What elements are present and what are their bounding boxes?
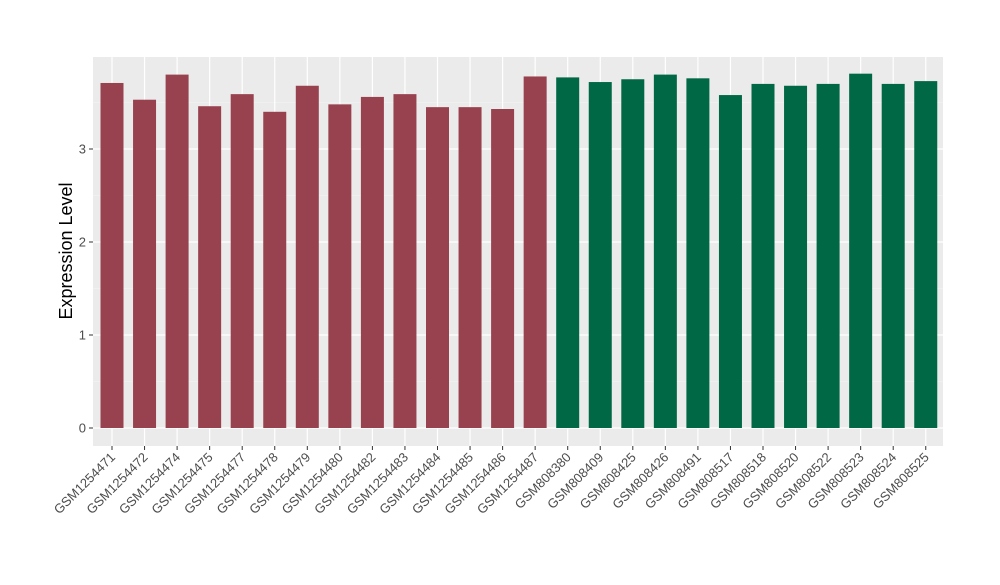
bar-GSM808426	[653, 74, 677, 428]
bar-GSM1254483	[393, 94, 417, 428]
bar-GSM808518	[751, 83, 775, 429]
y-tick-label: 1	[79, 328, 86, 343]
bar-GSM1254477	[230, 94, 254, 428]
bar-GSM1254482	[360, 96, 384, 429]
bar-GSM808409	[588, 82, 612, 428]
bar-GSM808524	[881, 83, 905, 429]
y-tick-label: 2	[79, 235, 86, 250]
bar-GSM1254484	[426, 107, 449, 429]
bar-GSM808523	[849, 73, 873, 429]
bar-GSM1254480	[328, 104, 352, 429]
bar-GSM1254472	[133, 99, 157, 429]
bar-GSM808525	[914, 81, 938, 429]
y-tick-label: 0	[79, 421, 86, 436]
bar-GSM808491	[686, 78, 710, 428]
y-tick-label: 3	[79, 142, 86, 157]
bar-GSM1254478	[263, 111, 287, 429]
bar-GSM1254479	[295, 85, 319, 428]
bar-GSM808520	[784, 85, 808, 428]
bar-GSM1254487	[523, 76, 547, 429]
bar-GSM1254485	[458, 107, 482, 429]
bar-GSM1254474	[165, 74, 189, 428]
bar-GSM1254471	[100, 82, 124, 428]
bar-GSM808517	[718, 95, 742, 428]
bar-GSM1254486	[491, 109, 515, 428]
y-axis-label: Expression Level	[56, 182, 76, 319]
bar-GSM1254475	[198, 106, 222, 428]
bar-GSM808522	[816, 83, 840, 429]
bar-GSM808380	[556, 77, 580, 428]
bar-GSM808425	[621, 79, 645, 428]
